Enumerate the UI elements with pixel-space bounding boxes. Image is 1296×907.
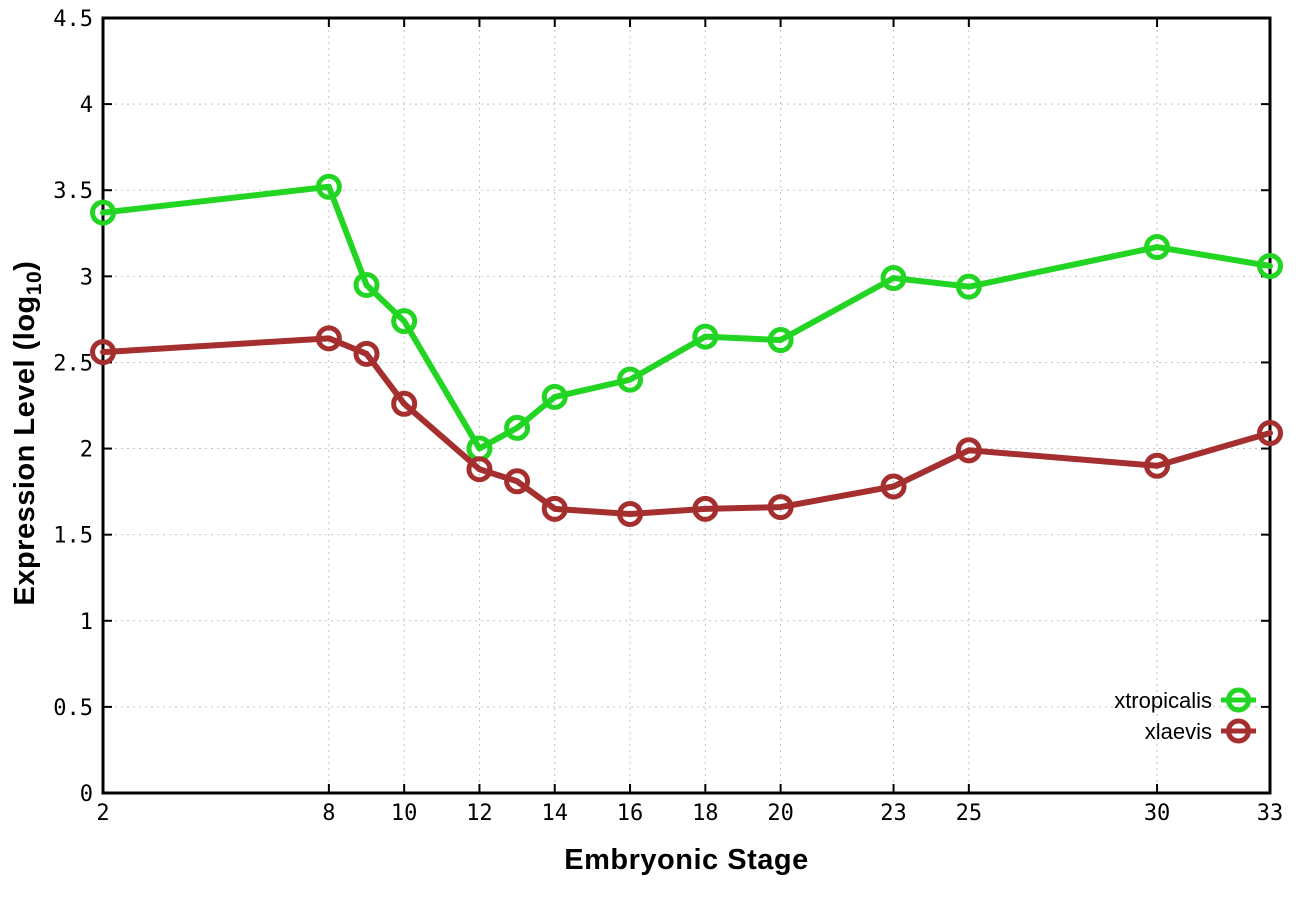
data-point-xlaevis-stage-12 <box>466 456 493 483</box>
data-point-xlaevis-stage-25 <box>955 437 982 464</box>
x-tick-label: 20 <box>767 801 794 826</box>
data-point-xtropicalis-stage-14 <box>541 383 568 410</box>
plot-border <box>101 16 1272 795</box>
data-point-xtropicalis-stage-18 <box>692 323 719 350</box>
data-point-xlaevis-stage-30 <box>1144 452 1171 479</box>
data-point-xtropicalis-stage-2 <box>90 199 116 226</box>
y-tick-label: 2.5 <box>53 351 93 376</box>
data-point-xtropicalis-stage-8 <box>315 173 342 200</box>
legend-marker-xlaevis <box>1226 718 1251 744</box>
data-point-xlaevis-stage-9 <box>353 340 380 367</box>
legend-label-xlaevis: xlaevis <box>1145 719 1212 744</box>
data-point-xlaevis-stage-10 <box>391 390 418 417</box>
data-point-xtropicalis-stage-10 <box>391 308 418 335</box>
data-point-xtropicalis-stage-33 <box>1257 253 1283 279</box>
y-tick-label: 0 <box>80 782 93 807</box>
data-point-xlaevis-stage-23 <box>880 473 907 500</box>
x-tick-label: 16 <box>617 801 644 826</box>
y-tick-label: 1 <box>80 610 93 635</box>
y-tick-label: 4.5 <box>53 7 93 32</box>
legend-label-xtropicalis: xtropicalis <box>1114 688 1212 713</box>
y-axis-title: Expression Level (log10) <box>9 261 46 606</box>
x-tick-label: 10 <box>391 801 418 826</box>
x-tick-label: 23 <box>880 801 907 826</box>
data-point-xtropicalis-stage-9 <box>353 271 380 298</box>
series-xlaevis-line <box>100 335 1273 517</box>
y-tick-label: 0.5 <box>53 696 93 721</box>
data-point-xlaevis-stage-2 <box>90 339 116 366</box>
x-axis-title: Embryonic Stage <box>564 844 808 876</box>
y-tick-label: 3.5 <box>53 179 93 204</box>
x-tick-label: 14 <box>541 801 568 826</box>
data-point-xlaevis-stage-18 <box>692 495 719 522</box>
data-point-xtropicalis-stage-30 <box>1144 234 1171 261</box>
data-point-xlaevis-stage-13 <box>504 468 531 495</box>
x-tick-label: 18 <box>692 801 719 826</box>
x-tick-label: 2 <box>96 801 109 826</box>
data-point-xlaevis-stage-33 <box>1257 420 1283 447</box>
data-point-xtropicalis-stage-16 <box>617 366 644 393</box>
data-point-xlaevis-stage-8 <box>315 325 342 352</box>
x-tick-label: 8 <box>322 801 335 826</box>
y-tick-label: 3 <box>80 265 93 290</box>
series-xtropicalis-line <box>100 183 1273 452</box>
y-tick-label: 1.5 <box>53 524 93 549</box>
data-point-xtropicalis-stage-13 <box>504 414 531 441</box>
y-tick-label: 2 <box>80 438 93 463</box>
data-point-xlaevis-stage-20 <box>767 494 794 521</box>
x-tick-label: 25 <box>956 801 983 826</box>
x-tick-label: 12 <box>466 801 493 826</box>
x-tick-label: 33 <box>1257 801 1284 826</box>
data-point-xlaevis-stage-16 <box>617 501 644 527</box>
data-point-xtropicalis-stage-20 <box>767 327 794 354</box>
data-point-xtropicalis-stage-25 <box>955 273 982 300</box>
legend-marker-xtropicalis <box>1226 687 1251 713</box>
data-point-xlaevis-stage-14 <box>541 495 568 522</box>
x-tick-label: 30 <box>1144 801 1171 826</box>
data-point-xtropicalis-stage-23 <box>880 265 907 292</box>
y-tick-label: 4 <box>80 93 93 118</box>
